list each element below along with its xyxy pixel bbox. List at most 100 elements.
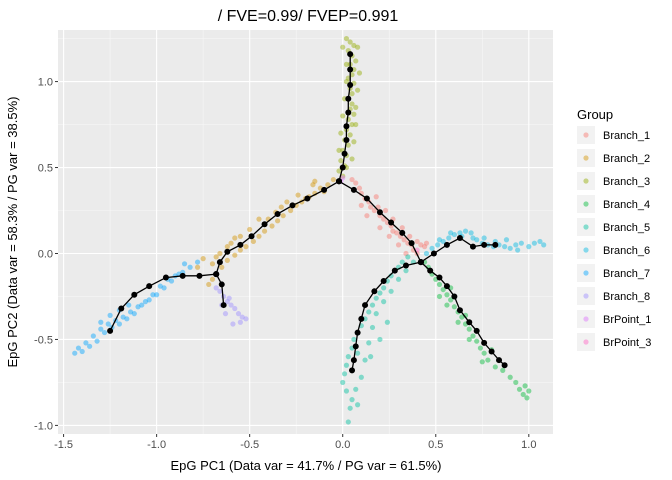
legend-label: Branch_4	[603, 199, 650, 211]
point-branch-7	[75, 345, 82, 351]
graph-node	[380, 277, 387, 284]
point-branch-6	[507, 245, 513, 251]
point-branch-1	[403, 250, 409, 257]
point-branch-2	[243, 244, 249, 250]
point-branch-8	[243, 316, 249, 322]
point-branch-4	[513, 379, 519, 386]
point-branch-7	[131, 311, 137, 317]
point-branch-7	[87, 343, 93, 349]
point-branch-2	[256, 233, 262, 239]
point-branch-7	[98, 319, 104, 325]
point-branch-2	[288, 207, 294, 214]
point-branch-3	[351, 42, 357, 49]
point-branch-8	[222, 311, 229, 317]
legend-title: Group	[577, 107, 613, 122]
point-branch-5	[373, 311, 379, 317]
graph-node	[345, 109, 352, 116]
point-branch-1	[373, 194, 379, 200]
point-branch-4	[436, 293, 443, 300]
graph-node	[304, 195, 311, 202]
graph-node	[237, 241, 244, 248]
point-branch-6	[435, 242, 441, 248]
point-branch-7	[116, 321, 123, 327]
point-branch-7	[154, 292, 160, 298]
point-branch-7	[150, 292, 156, 298]
point-branch-3	[343, 61, 350, 67]
point-branch-3	[349, 156, 355, 162]
graph-node	[347, 82, 354, 89]
point-branch-2	[209, 261, 216, 267]
principal-graph	[107, 51, 508, 374]
point-branch-5	[369, 324, 376, 331]
graph-node	[321, 186, 328, 193]
point-branch-6	[470, 235, 476, 241]
graph-node	[362, 302, 369, 309]
point-branch-4	[440, 286, 446, 293]
point-branch-1	[368, 204, 374, 210]
point-branch-2	[310, 182, 316, 188]
point-branch-2	[237, 247, 243, 253]
y-tick-label: -0.5	[34, 334, 53, 346]
point-branch-4	[522, 383, 528, 389]
point-branch-4	[481, 350, 487, 356]
point-branch-7	[127, 309, 134, 315]
graph-node	[496, 357, 503, 364]
legend-key	[577, 287, 595, 305]
graph-node	[492, 241, 499, 248]
point-branch-6	[468, 230, 474, 236]
point-branch-6	[518, 240, 524, 246]
point-branch-5	[377, 336, 383, 343]
graph-node	[427, 267, 434, 274]
point-branch-6	[513, 242, 519, 248]
legend-key	[577, 149, 595, 167]
point-branch-2	[232, 252, 238, 258]
graph-node	[456, 307, 463, 314]
point-branch-8	[228, 302, 234, 308]
point-branch-4	[507, 374, 513, 380]
graph-node	[501, 362, 508, 369]
point-branch-7	[101, 329, 108, 336]
graph-node	[196, 272, 203, 279]
point-branch-6	[541, 242, 547, 248]
legend-key	[577, 333, 595, 351]
graph-node	[347, 51, 354, 58]
point-branch-5	[369, 302, 376, 308]
legend-swatch	[583, 132, 589, 138]
point-branch-8	[239, 314, 245, 320]
point-branch-5	[341, 371, 348, 377]
point-branch-5	[347, 405, 353, 411]
graph-node	[388, 219, 395, 226]
point-branch-7	[98, 326, 104, 332]
point-branch-7	[181, 261, 188, 267]
legend-swatch	[583, 339, 589, 345]
graph-node	[402, 262, 409, 269]
y-tick-label: 0.5	[38, 163, 53, 175]
point-branch-5	[366, 309, 372, 315]
point-branch-5	[366, 340, 372, 346]
point-branch-2	[295, 192, 301, 198]
graph-node	[224, 248, 231, 255]
graph-node	[436, 274, 443, 281]
point-branch-1	[390, 228, 396, 234]
point-branch-7	[157, 283, 163, 289]
graph-node	[289, 202, 296, 209]
graph-node	[345, 95, 352, 102]
point-branch-4	[466, 326, 472, 332]
point-branch-6	[423, 250, 430, 257]
point-branch-5	[405, 254, 411, 260]
graph-node	[473, 327, 480, 334]
point-branch-6	[457, 230, 463, 236]
legend-swatch	[583, 270, 589, 276]
point-branch-5	[381, 285, 387, 291]
graph-node	[391, 267, 398, 274]
x-tick-label: 0.5	[428, 439, 443, 451]
point-branch-7	[79, 348, 85, 355]
point-branch-4	[455, 319, 461, 325]
graph-node	[335, 178, 342, 185]
point-branch-4	[485, 357, 491, 363]
graph-node	[248, 233, 255, 240]
graph-node	[216, 259, 223, 266]
point-branch-5	[353, 386, 359, 392]
point-branch-8	[226, 295, 232, 301]
legend-label: Branch_2	[603, 153, 650, 165]
